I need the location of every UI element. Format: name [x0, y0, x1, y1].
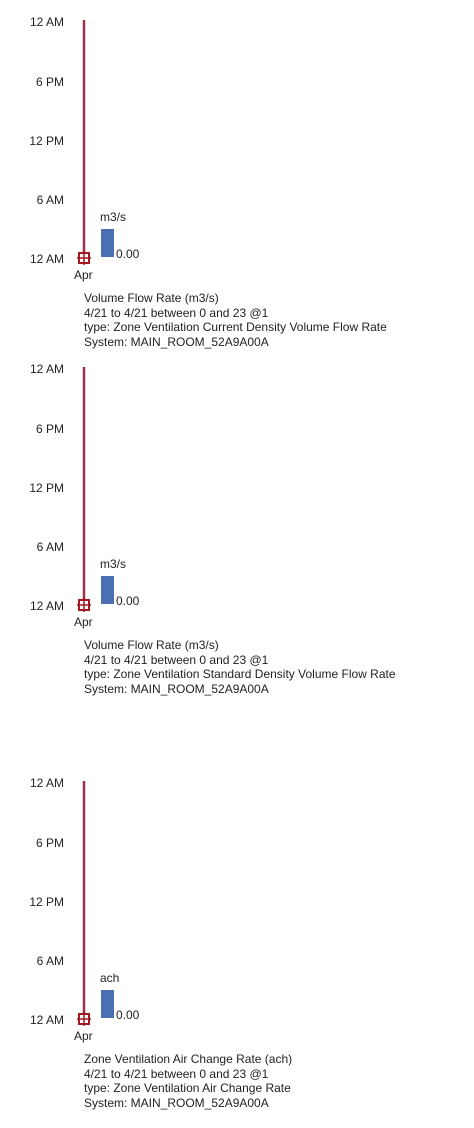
value-label: 0.00 [116, 247, 140, 261]
y-tick-label: 12 AM [30, 599, 64, 613]
caption-line: Volume Flow Rate (m3/s) [84, 638, 219, 652]
chart-panel-3: 12 AM 6 PM 12 PM 6 AM 12 AM Apr ach 0.00 [29, 776, 140, 1043]
chart-caption-1: Volume Flow Rate (m3/s) 4/21 to 4/21 bet… [84, 291, 387, 349]
x-tick-label: Apr [74, 615, 93, 629]
caption-line: Zone Ventilation Air Change Rate (ach) [84, 1052, 293, 1066]
y-tick-label: 12 AM [30, 776, 64, 790]
unit-label: m3/s [100, 557, 126, 571]
y-tick-label: 12 PM [29, 481, 64, 495]
chart-caption-3: Zone Ventilation Air Change Rate (ach) 4… [84, 1052, 292, 1110]
caption-line: System: MAIN_ROOM_52A9A00A [84, 334, 269, 349]
y-tick-label: 6 AM [37, 193, 64, 207]
y-tick-label: 12 PM [29, 134, 64, 148]
caption-line: System: MAIN_ROOM_52A9A00A [84, 1095, 269, 1110]
caption-line: 4/21 to 4/21 between 0 and 23 @1 [84, 1066, 269, 1081]
y-tick-label: 12 AM [30, 1013, 64, 1027]
chart-caption-2: Volume Flow Rate (m3/s) 4/21 to 4/21 bet… [84, 638, 396, 696]
caption-line: 4/21 to 4/21 between 0 and 23 @1 [84, 652, 269, 667]
value-label: 0.00 [116, 1008, 140, 1022]
x-tick-label: Apr [74, 1029, 93, 1043]
caption-line: Volume Flow Rate (m3/s) [84, 291, 219, 305]
caption-line: System: MAIN_ROOM_52A9A00A [84, 681, 269, 696]
y-tick-label: 12 PM [29, 895, 64, 909]
y-tick-label: 12 AM [30, 252, 64, 266]
y-tick-label: 6 AM [37, 540, 64, 554]
unit-label: m3/s [100, 210, 126, 224]
value-label: 0.00 [116, 594, 140, 608]
caption-line: type: Zone Ventilation Air Change Rate [84, 1081, 291, 1095]
value-bar [101, 576, 114, 604]
y-tick-label: 12 AM [30, 362, 64, 376]
y-tick-label: 12 AM [30, 15, 64, 29]
chart-panel-2: 12 AM 6 PM 12 PM 6 AM 12 AM Apr m3/s 0.0… [29, 362, 140, 629]
y-tick-label: 6 PM [36, 422, 64, 436]
value-bar [101, 990, 114, 1018]
caption-line: 4/21 to 4/21 between 0 and 23 @1 [84, 305, 269, 320]
caption-line: type: Zone Ventilation Current Density V… [84, 320, 387, 334]
y-tick-label: 6 PM [36, 836, 64, 850]
value-bar [101, 229, 114, 257]
date-marker-icon [77, 251, 91, 265]
y-tick-label: 6 AM [37, 954, 64, 968]
caption-line: type: Zone Ventilation Standard Density … [84, 667, 396, 681]
chart-panel-1: 12 AM 6 PM 12 PM 6 AM 12 AM Apr m3/s 0.0… [29, 15, 140, 282]
x-tick-label: Apr [74, 268, 93, 282]
unit-label: ach [100, 971, 119, 985]
date-marker-icon [77, 598, 91, 612]
date-marker-icon [77, 1012, 91, 1026]
y-tick-label: 6 PM [36, 75, 64, 89]
